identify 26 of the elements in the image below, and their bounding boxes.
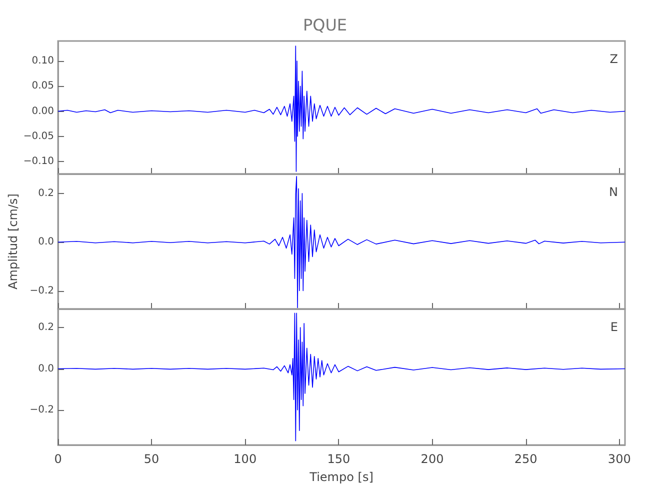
y-tick-label: −0.2 — [30, 285, 54, 296]
y-tick-label: 0.0 — [38, 363, 54, 374]
x-tick-label: 100 — [234, 452, 257, 466]
line-series — [58, 46, 626, 172]
annotation: N — [609, 185, 618, 199]
x-tick-label: 0 — [54, 452, 62, 466]
y-tick-label: −0.10 — [23, 156, 54, 167]
y-tick-label: −0.05 — [23, 130, 54, 142]
y-tick-label: 0.2 — [38, 188, 54, 199]
x-tick-label: 300 — [608, 452, 631, 466]
y-axis-title: Amplitud [cm/s] — [6, 194, 20, 290]
x-tick-label: 150 — [327, 452, 350, 466]
y-tick-label: 0.10 — [32, 56, 54, 67]
annotation: E — [610, 320, 618, 334]
x-tick-label: 200 — [420, 452, 444, 466]
y-tick-label: −0.2 — [30, 404, 54, 416]
y-tick-label: 0.00 — [32, 106, 54, 117]
line-series — [58, 312, 626, 442]
y-tick-label: 0.0 — [38, 236, 54, 248]
chart-title: PQUE — [302, 16, 348, 34]
x-tick-label: 50 — [144, 452, 160, 466]
y-tick-label: 0.2 — [38, 322, 54, 334]
y-tick-label: 0.05 — [32, 80, 54, 92]
x-axis-title: Tiempo [s] — [308, 470, 374, 484]
annotation: Z — [610, 52, 618, 66]
x-tick-label: 250 — [514, 452, 538, 466]
